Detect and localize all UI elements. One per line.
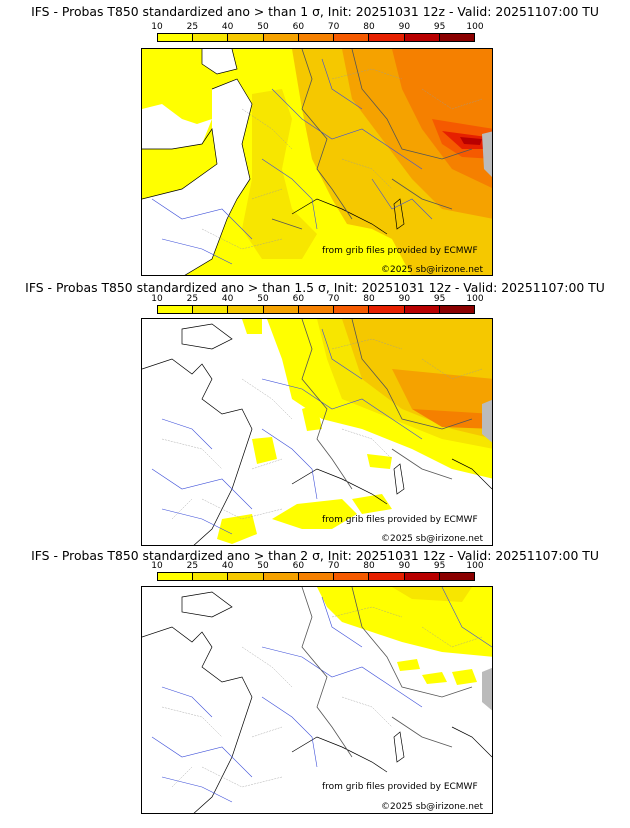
- colorbar-tick-label: 10: [151, 22, 163, 32]
- colorbar-swatch: [193, 306, 229, 313]
- colorbar-tick-label: 80: [363, 561, 375, 571]
- colorbar-tick-label: 70: [327, 561, 340, 571]
- colorbar-tick-label: 40: [221, 22, 234, 32]
- credit-copyright: ©2025 sb@irizone.net: [381, 802, 483, 812]
- colorbar-tick-label: 80: [363, 22, 375, 32]
- colorbar-tick-label: 25: [186, 22, 199, 32]
- colorbar-tick-label: 70: [327, 22, 340, 32]
- colorbar-tick-label: 40: [221, 294, 234, 304]
- colorbar-tick-label: 100: [466, 294, 484, 304]
- colorbar-tick-label: 50: [257, 294, 269, 304]
- map-panel-1: IFS - Probas T850 standardized ano > tha…: [0, 0, 630, 276]
- colorbar-swatch: [439, 34, 474, 41]
- colorbar-swatch: [369, 306, 405, 313]
- colorbar-swatch: [298, 573, 335, 580]
- colorbar-tick-label: 100: [466, 22, 484, 32]
- colorbar-swatch: [158, 573, 194, 580]
- colorbar-tick-label: 90: [398, 22, 411, 32]
- colorbar-tick-label: 25: [186, 561, 199, 571]
- colorbar-tick-label: 60: [292, 294, 305, 304]
- colorbar-tick-label: 80: [363, 294, 375, 304]
- colorbar-swatch: [404, 573, 440, 580]
- colorbar-tick-label: 90: [398, 561, 411, 571]
- colorbar-tick-label: 10: [151, 294, 163, 304]
- panel-title: IFS - Probas T850 standardized ano > tha…: [31, 4, 599, 19]
- colorbar-tick-label: 95: [433, 561, 446, 571]
- colorbar-swatch: [193, 34, 229, 41]
- colorbar-swatches: [157, 305, 475, 314]
- colorbar-swatch: [439, 306, 474, 313]
- colorbar-swatch: [298, 34, 335, 41]
- colorbar-swatches: [157, 33, 475, 42]
- colorbar-swatch: [369, 573, 405, 580]
- colorbar-tick-label: 70: [327, 294, 340, 304]
- colorbar-swatch: [404, 306, 440, 313]
- colorbar-swatch: [334, 34, 370, 41]
- colorbar-tick-label: 60: [292, 561, 305, 571]
- probability-map: [141, 318, 493, 546]
- credit-source: from grib files provided by ECMWF: [322, 515, 478, 525]
- credit-copyright: ©2025 sb@irizone.net: [381, 265, 483, 275]
- colorbar-tick-label: 95: [433, 22, 446, 32]
- panel-title: IFS - Probas T850 standardized ano > tha…: [25, 280, 605, 295]
- colorbar-swatch: [228, 573, 264, 580]
- colorbar-swatch: [228, 34, 264, 41]
- colorbar-swatch: [158, 306, 194, 313]
- colorbar-swatch: [228, 306, 264, 313]
- colorbar-swatches: [157, 572, 475, 581]
- colorbar-tick-label: 50: [257, 561, 269, 571]
- colorbar-tick-label: 60: [292, 22, 305, 32]
- colorbar-swatch: [158, 34, 194, 41]
- colorbar-swatch: [263, 573, 299, 580]
- panel-title: IFS - Probas T850 standardized ano > tha…: [31, 548, 599, 563]
- colorbar-tick-label: 90: [398, 294, 411, 304]
- colorbar-swatch: [263, 306, 299, 313]
- colorbar-tick-label: 40: [221, 561, 234, 571]
- probability-map: [141, 48, 493, 276]
- colorbar-swatch: [193, 573, 229, 580]
- credit-source: from grib files provided by ECMWF: [322, 246, 478, 256]
- colorbar-swatch: [369, 34, 405, 41]
- colorbar: 10 25 40 50 60 70 80 90 95 100: [151, 294, 484, 324]
- probability-map: [141, 586, 493, 814]
- colorbar-tick-label: 50: [257, 22, 269, 32]
- map-panel-2: IFS - Probas T850 standardized ano > tha…: [0, 276, 630, 552]
- colorbar-swatch: [298, 306, 335, 313]
- credit-copyright: ©2025 sb@irizone.net: [381, 534, 483, 544]
- colorbar-tick-label: 100: [466, 561, 484, 571]
- colorbar-swatch: [263, 34, 299, 41]
- colorbar-tick-label: 10: [151, 561, 163, 571]
- colorbar-swatch: [439, 573, 474, 580]
- colorbar-swatch: [334, 306, 370, 313]
- colorbar-swatch: [334, 573, 370, 580]
- colorbar: 10 25 40 50 60 70 80 90 95 100: [151, 561, 484, 591]
- colorbar: 10 25 40 50 60 70 80 90 95 100: [151, 22, 484, 52]
- map-panel-3: IFS - Probas T850 standardized ano > tha…: [0, 548, 630, 828]
- colorbar-tick-label: 25: [186, 294, 199, 304]
- colorbar-tick-label: 95: [433, 294, 446, 304]
- colorbar-swatch: [404, 34, 440, 41]
- credit-source: from grib files provided by ECMWF: [322, 782, 478, 792]
